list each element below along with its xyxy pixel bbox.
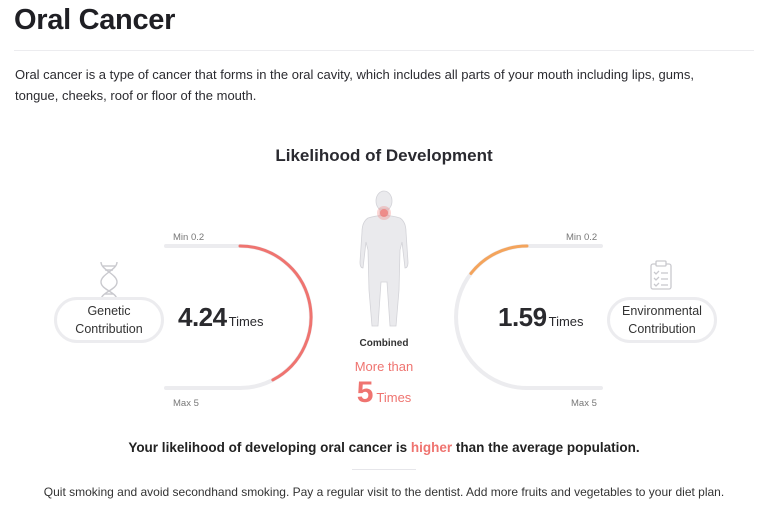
title-divider <box>14 50 754 51</box>
intro-paragraph: Oral cancer is a type of cancer that for… <box>15 67 694 103</box>
conclusion-text: Your likelihood of developing oral cance… <box>0 440 768 455</box>
page-title: Oral Cancer <box>14 4 176 36</box>
advice-text: Quit smoking and avoid secondhand smokin… <box>43 485 725 499</box>
environmental-min-label: Min 0.2 <box>566 232 598 243</box>
genetic-label-line1: Genetic <box>87 304 131 318</box>
conclusion-highlight: higher <box>410 440 453 455</box>
environmental-label-line2: Contribution <box>628 322 696 336</box>
combined-label: Combined <box>359 338 409 349</box>
genetic-gauge-fill <box>238 244 313 382</box>
clipboard-checklist-icon <box>650 260 672 290</box>
environmental-value-number: 1.59 <box>498 302 547 332</box>
combined-value: 5 Times <box>334 376 434 410</box>
combined-more-than: More than <box>354 359 414 374</box>
genetic-value-number: 4.24 <box>178 302 227 332</box>
environmental-label-line1: Environmental <box>622 304 702 318</box>
conclusion-after: than the average population. <box>452 440 640 455</box>
environmental-gauge-fill <box>469 244 529 275</box>
dna-icon <box>100 261 118 301</box>
genetic-contribution-pill[interactable]: Genetic Contribution <box>54 297 164 343</box>
genetic-min-label: Min 0.2 <box>173 232 205 243</box>
genetic-label-line2: Contribution <box>75 322 143 336</box>
environmental-value: 1.59 Times <box>498 302 584 333</box>
genetic-max-label: Max 5 <box>173 398 199 409</box>
genetic-value: 4.24 Times <box>178 302 264 333</box>
conclusion-divider <box>352 469 416 470</box>
environmental-value-unit: Times <box>548 314 584 329</box>
combined-value-number: 5 <box>356 376 374 409</box>
human-body-icon <box>359 190 409 327</box>
conclusion-before: Your likelihood of developing oral cance… <box>128 440 411 455</box>
environmental-max-label: Max 5 <box>571 398 597 409</box>
genetic-value-unit: Times <box>228 314 264 329</box>
combined-value-unit: Times <box>376 390 412 405</box>
likelihood-heading: Likelihood of Development <box>275 146 493 165</box>
environmental-contribution-pill[interactable]: Environmental Contribution <box>607 297 717 343</box>
